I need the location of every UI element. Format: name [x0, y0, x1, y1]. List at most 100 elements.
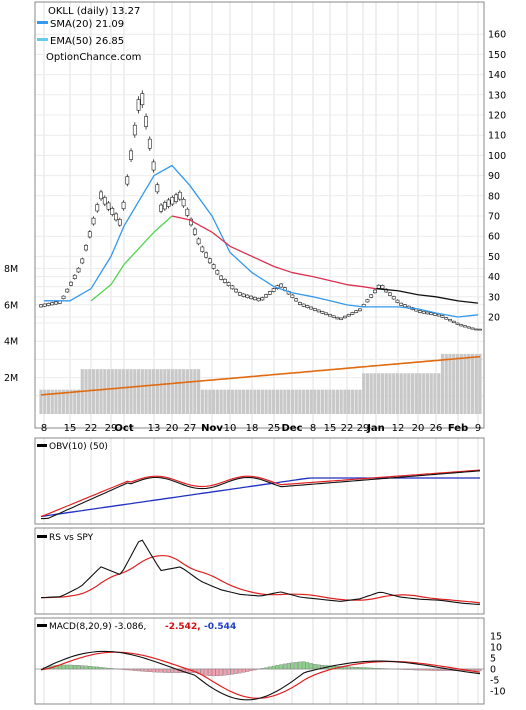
candle-body	[426, 312, 429, 314]
candle-body	[343, 316, 346, 318]
macd-hist-bar	[377, 668, 380, 669]
macd-tick-label: -10	[490, 687, 506, 698]
volume-bar	[227, 390, 230, 414]
macd-hist-bar	[66, 665, 69, 669]
volume-bar	[122, 369, 125, 414]
volume-bar	[437, 373, 440, 414]
candle-body	[373, 290, 376, 293]
volume-bar	[178, 369, 181, 414]
volume-bar	[381, 373, 384, 414]
volume-bar	[445, 354, 448, 414]
candle-body	[452, 321, 455, 323]
volume-bar	[400, 373, 403, 414]
volume-bar	[287, 390, 290, 414]
candle-body	[186, 209, 189, 215]
macd-hist-bar	[351, 667, 354, 669]
volume-bar	[388, 373, 391, 414]
candle-body	[295, 299, 298, 301]
volume-bar	[362, 373, 365, 414]
x-tick-label: 15	[324, 423, 337, 434]
x-tick-label: 15	[64, 423, 77, 434]
volume-bar	[325, 390, 328, 414]
volume-bar	[358, 390, 361, 414]
candle-body	[137, 100, 140, 111]
macd-hist-bar	[433, 669, 436, 671]
candle-body	[437, 314, 440, 316]
volume-bar	[235, 390, 238, 414]
macd-hist-bar	[415, 669, 418, 670]
candle-body	[392, 296, 395, 299]
volume-bar	[96, 369, 99, 414]
candle-body	[257, 298, 260, 300]
macd-hist-bar	[298, 662, 301, 669]
macd-hist-bar	[407, 669, 410, 670]
candle-body	[422, 311, 425, 313]
macd-hist-bar	[437, 669, 440, 671]
volume-bar	[141, 369, 144, 414]
volume-bar	[99, 369, 102, 414]
macd-tick-label: 10	[490, 643, 502, 654]
candle-body	[156, 185, 159, 192]
volume-bar	[377, 373, 380, 414]
volume-bar	[246, 390, 249, 414]
candle-body	[347, 314, 350, 316]
candle-body	[332, 316, 335, 318]
volume-bar	[475, 354, 478, 414]
volume-bar	[456, 354, 459, 414]
candle-body	[463, 326, 466, 327]
macd-hist-bar	[276, 665, 279, 669]
macd-tick-label: 0	[490, 665, 496, 676]
macd-hist-bar	[366, 668, 369, 669]
macd-hist-bar	[475, 669, 478, 671]
candle-body	[51, 303, 54, 305]
candle-body	[400, 303, 403, 305]
macd-hist-bar	[313, 664, 316, 669]
volume-bar	[107, 369, 110, 414]
candle-body	[403, 305, 406, 307]
volume-bar	[430, 373, 433, 414]
macd-legend-swatch	[37, 624, 47, 627]
volume-bar	[174, 369, 177, 414]
candle-body	[336, 317, 339, 319]
candle-body	[223, 279, 226, 282]
volume-bar	[197, 369, 200, 414]
volume-bar	[88, 369, 91, 414]
candle-body	[182, 199, 185, 206]
macd-hist-bar	[107, 668, 110, 669]
candle-body	[231, 286, 234, 289]
candle-body	[272, 289, 275, 292]
candle-body	[418, 311, 421, 313]
volume-bar	[133, 369, 136, 414]
candle-body	[171, 197, 174, 204]
volume-bar	[189, 369, 192, 414]
candle-body	[280, 284, 283, 287]
macd-hist-bar	[306, 662, 309, 669]
volume-bar	[250, 390, 253, 414]
volume-bar	[186, 369, 189, 414]
candle-body	[39, 305, 42, 307]
volume-bar	[441, 354, 444, 414]
candle-body	[174, 195, 177, 202]
candle-body	[201, 247, 204, 252]
macd-hist-bar	[163, 669, 166, 673]
macd-hist-bar	[235, 669, 238, 674]
volume-bar	[328, 390, 331, 414]
volume-bar	[426, 373, 429, 414]
macd-hist-bar	[96, 667, 99, 669]
macd-label: MACD(8,20,9) -3.086,	[49, 622, 146, 632]
volume-bar	[422, 373, 425, 414]
candle-body	[321, 311, 324, 313]
candle-body	[366, 300, 369, 302]
macd-tick-label: 15	[490, 632, 502, 643]
macd-hist-bar	[411, 669, 414, 670]
candle-body	[141, 94, 144, 105]
volume-bar	[182, 369, 185, 414]
macd-signal-value: -2.542,	[165, 622, 201, 632]
candle-body	[114, 214, 117, 220]
volume-bar	[460, 354, 463, 414]
macd-hist-bar	[280, 665, 283, 669]
candle-body	[355, 311, 358, 313]
macd-hist-bar	[268, 667, 271, 669]
candle-body	[475, 329, 478, 330]
